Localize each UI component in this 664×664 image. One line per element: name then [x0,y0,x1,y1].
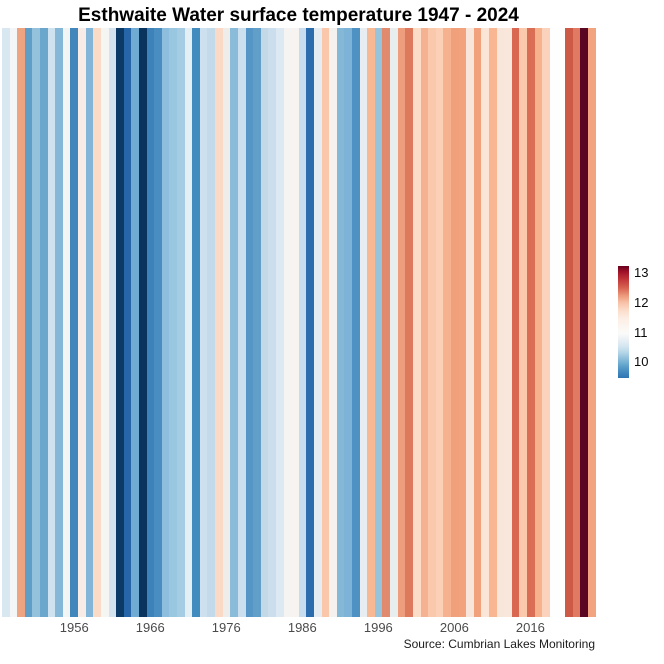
year-stripe-1983 [275,28,284,617]
year-stripe-2012 [496,28,505,617]
year-stripe-2021 [565,28,573,617]
year-stripe-1979 [245,28,254,617]
legend-tick-label-13: 13 [634,265,649,280]
year-stripe-1977 [230,28,238,617]
legend-colorbar [618,266,629,378]
year-stripe-2014 [511,28,520,617]
legend-tick-label-10: 10 [634,354,649,369]
year-stripe-2018 [542,28,550,617]
year-stripe-2010 [481,28,489,617]
year-stripe-1989 [321,28,330,617]
year-stripe-1976 [222,28,231,617]
year-stripe-1949 [17,28,25,617]
year-stripe-2019 [549,28,558,617]
year-stripe-2006 [450,28,459,617]
year-stripe-1990 [329,28,337,617]
year-stripe-2004 [435,28,444,617]
x-tick-label-1976: 1976 [211,620,241,635]
year-stripe-1965 [138,28,147,617]
year-stripe-2001 [412,28,421,617]
year-stripe-1971 [184,28,193,617]
year-stripe-2020 [557,28,566,617]
year-stripe-2024 [587,28,596,617]
year-stripe-1957 [78,28,86,617]
year-stripe-1991 [336,28,345,617]
year-stripe-2011 [489,28,497,617]
year-stripe-1997 [382,28,391,617]
year-stripe-1964 [131,28,139,617]
year-stripe-1973 [199,28,208,617]
year-stripe-2007 [458,28,467,617]
year-stripe-1981 [260,28,269,617]
x-tick-label-1966: 1966 [135,620,165,635]
x-tick-label-1986: 1986 [287,620,317,635]
year-stripe-1993 [352,28,360,617]
year-stripe-1958 [85,28,94,617]
year-stripe-1982 [268,28,276,617]
stripes-plot-area [2,28,596,617]
year-stripe-2023 [580,28,588,617]
year-stripe-1994 [359,28,368,617]
year-stripe-1959 [93,28,101,617]
year-stripe-2008 [466,28,474,617]
year-stripe-1984 [283,28,292,617]
year-stripe-1956 [70,28,79,617]
year-stripe-1951 [32,28,41,617]
year-stripe-1970 [177,28,185,617]
source-caption: Source: Cumbrian Lakes Monitoring [403,637,595,651]
year-stripe-2009 [473,28,482,617]
year-stripe-2013 [504,28,512,617]
year-stripe-1972 [192,28,200,617]
year-stripe-1998 [390,28,398,617]
year-stripe-1968 [161,28,170,617]
year-stripe-2015 [519,28,528,617]
year-stripe-2016 [527,28,535,617]
year-stripe-1980 [253,28,261,617]
year-stripe-1955 [62,28,71,617]
year-stripe-2017 [534,28,543,617]
year-stripe-1996 [374,28,383,617]
year-stripe-1985 [291,28,299,617]
year-stripe-1967 [154,28,162,617]
year-stripe-1950 [24,28,33,617]
year-stripe-1960 [100,28,109,617]
x-tick-label-2016: 2016 [515,620,545,635]
year-stripe-1995 [367,28,375,617]
color-scale-legend: 13 12 11 10 [618,265,664,378]
x-tick-label-2006: 2006 [439,620,469,635]
legend-tick-label-11: 11 [634,325,648,340]
year-stripe-1948 [9,28,18,617]
year-stripe-1961 [108,28,117,617]
year-stripe-1952 [40,28,48,617]
year-stripe-1986 [298,28,307,617]
year-stripe-1953 [47,28,56,617]
year-stripe-1947 [2,28,10,617]
year-stripe-1975 [215,28,223,617]
x-tick-label-1956: 1956 [59,620,89,635]
year-stripe-1969 [169,28,178,617]
year-stripe-2003 [428,28,436,617]
year-stripe-2000 [405,28,413,617]
year-stripe-1954 [55,28,63,617]
x-axis: 1956 1966 1976 1986 1996 2006 2016 [2,620,595,636]
year-stripe-1988 [313,28,322,617]
x-tick-label-1996: 1996 [363,620,393,635]
year-stripe-1978 [237,28,246,617]
year-stripe-1987 [306,28,314,617]
year-stripe-2022 [572,28,581,617]
year-stripe-1974 [207,28,216,617]
chart-title: Esthwaite Water surface temperature 1947… [78,5,519,26]
year-stripe-2002 [420,28,429,617]
legend-tick-label-12: 12 [634,295,649,310]
year-stripe-1963 [123,28,132,617]
year-stripe-1962 [116,28,124,617]
year-stripe-2005 [443,28,451,617]
year-stripe-1999 [397,28,406,617]
year-stripe-1992 [344,28,353,617]
year-stripe-1966 [146,28,155,617]
